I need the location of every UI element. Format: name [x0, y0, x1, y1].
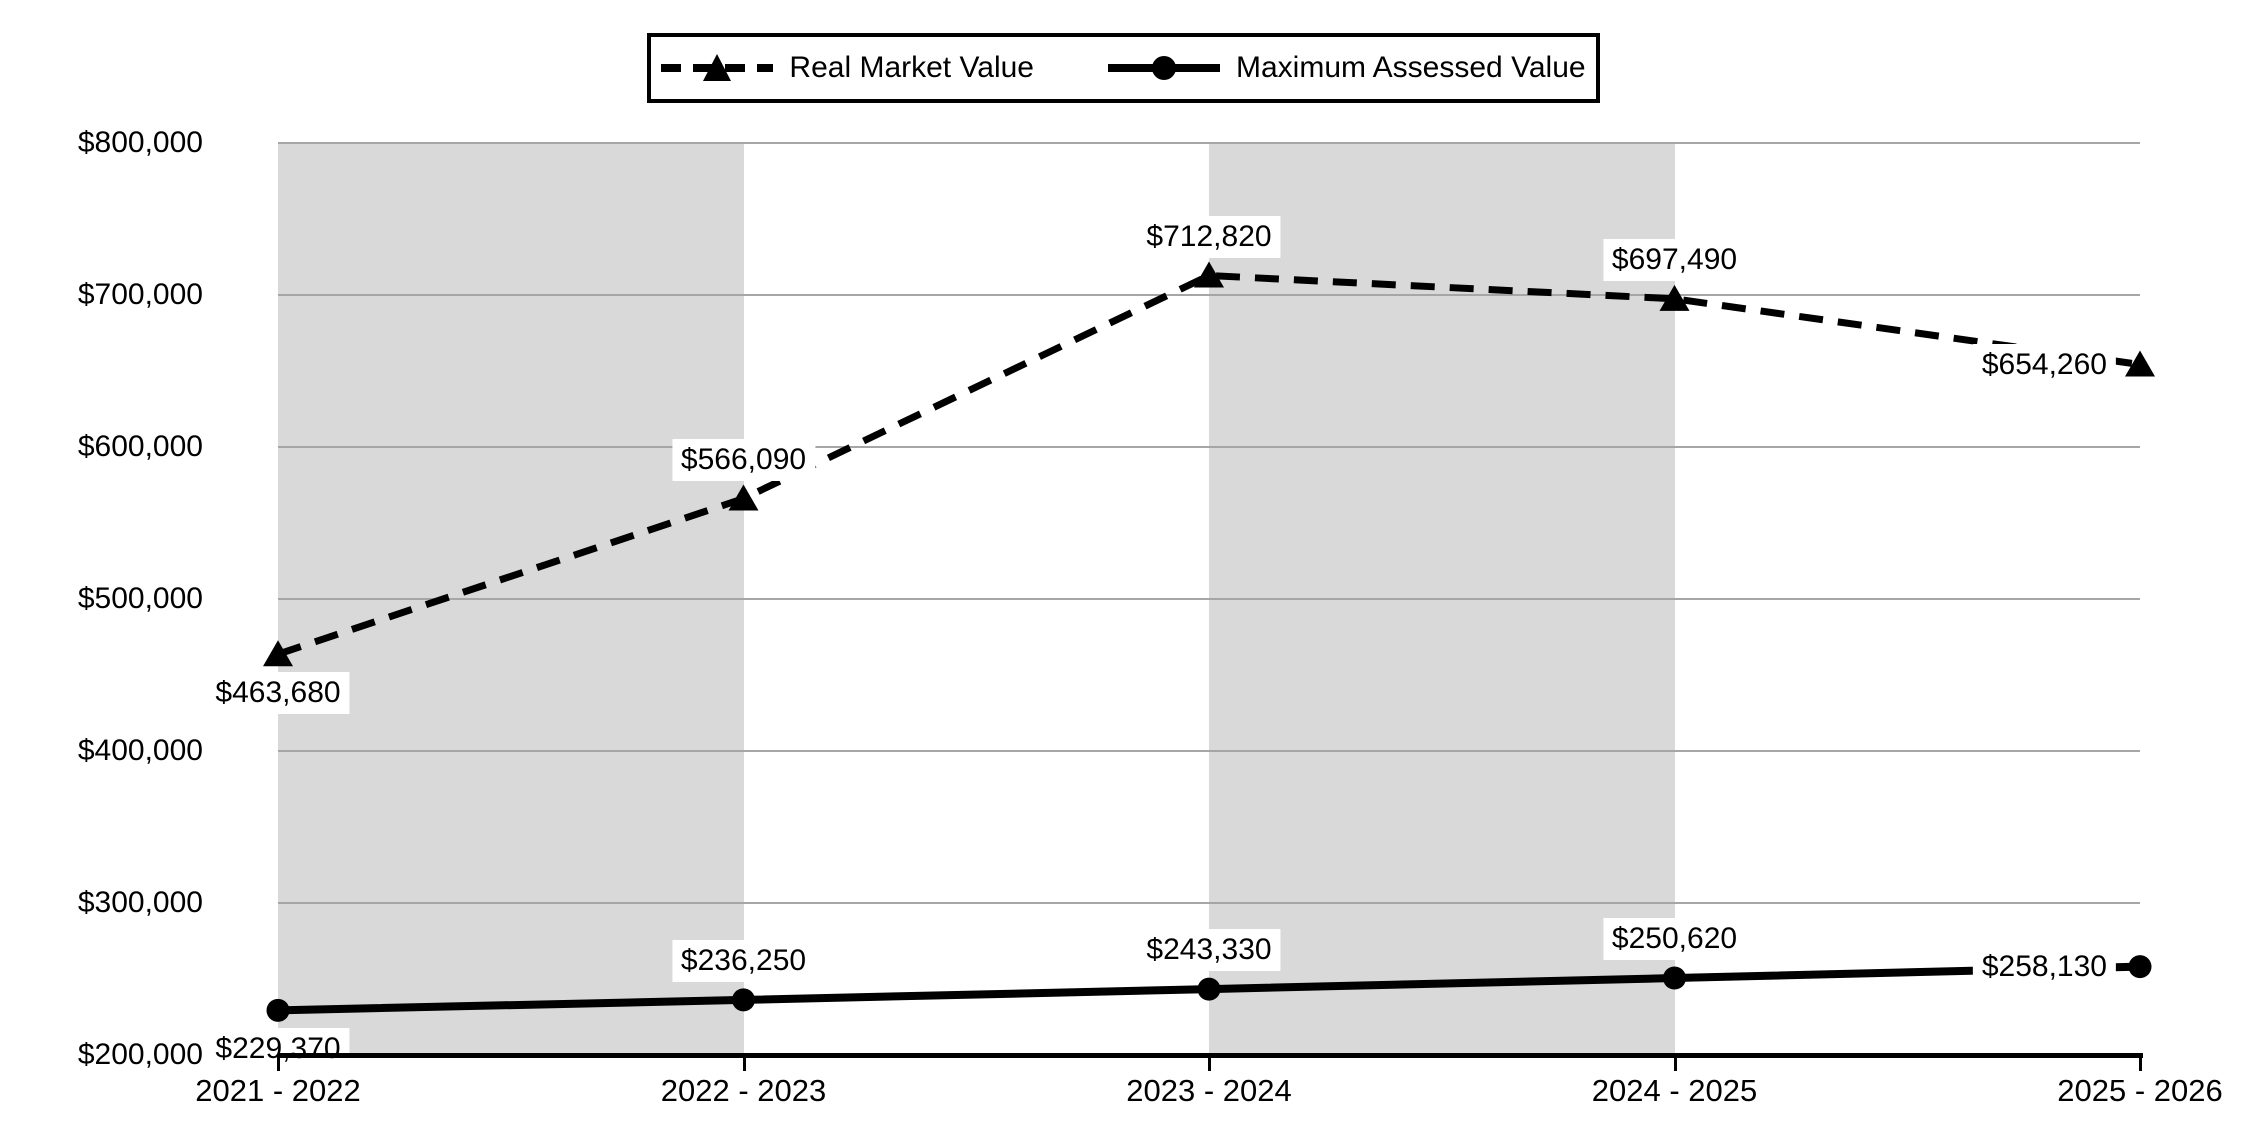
- y-axis-tick-label: $200,000: [77, 1038, 203, 1071]
- circle-legend-marker-icon: [1107, 56, 1220, 80]
- data-label: $712,820: [1137, 215, 1281, 258]
- x-axis-tick-label: 2023 - 2024: [1126, 1073, 1292, 1108]
- y-axis-tick-label: $300,000: [77, 886, 203, 919]
- x-axis-tick-label: 2021 - 2022: [195, 1073, 361, 1108]
- data-label: $250,620: [1602, 918, 1747, 961]
- x-axis-tick: [277, 1055, 280, 1071]
- gridline: [278, 598, 2140, 600]
- legend-item-real-market-value: Real Market Value: [661, 51, 1034, 85]
- triangle-marker-icon: [2125, 350, 2155, 377]
- legend: Real Market Value Maximum Assessed Value: [647, 33, 1600, 103]
- data-label: $236,250: [671, 939, 816, 982]
- legend-label: Maximum Assessed Value: [1235, 51, 1586, 84]
- x-axis-tick-label: 2024 - 2025: [1591, 1073, 1758, 1108]
- triangle-marker-icon: [1659, 284, 1690, 311]
- x-axis-tick-label: 2022 - 2023: [660, 1073, 827, 1108]
- circle-marker-icon: [1197, 977, 1221, 1001]
- circle-marker-icon: [266, 998, 290, 1022]
- legend-label: Real Market Value: [789, 51, 1034, 84]
- y-axis-tick-label: $400,000: [77, 734, 203, 767]
- gridline: [278, 294, 2140, 296]
- triangle-legend-marker-icon: [661, 54, 774, 81]
- gridline: [278, 750, 2140, 752]
- x-axis-tick: [742, 1055, 746, 1071]
- triangle-marker-icon: [728, 484, 759, 511]
- circle-marker-icon: [1663, 966, 1686, 990]
- x-axis-tick: [2139, 1055, 2142, 1071]
- data-label: $258,130: [1972, 945, 2116, 988]
- gridline: [278, 142, 2140, 144]
- x-axis-tick-label: 2025 - 2026: [2057, 1073, 2223, 1108]
- triangle-marker-icon: [1194, 261, 1224, 288]
- data-label: $463,680: [206, 672, 350, 715]
- circle-marker-icon: [732, 988, 755, 1012]
- data-label: $243,330: [1137, 929, 1281, 972]
- x-axis-tick: [1208, 1055, 1211, 1071]
- y-axis-tick-label: $700,000: [77, 278, 203, 311]
- data-label: $654,260: [1972, 343, 2116, 386]
- triangle-marker-icon: [263, 640, 293, 667]
- x-axis-tick: [1673, 1055, 1677, 1071]
- gridline: [278, 446, 2140, 448]
- y-axis-tick-label: $600,000: [77, 430, 203, 463]
- y-axis-tick-label: $800,000: [77, 126, 203, 159]
- y-axis-tick-label: $500,000: [77, 582, 203, 615]
- series-line-dashed: [276, 271, 2141, 658]
- legend-item-maximum-assessed-value: Maximum Assessed Value: [1107, 51, 1586, 85]
- circle-marker-icon: [2128, 955, 2152, 979]
- data-label: $566,090: [671, 438, 816, 481]
- gridline: [278, 902, 2140, 904]
- data-label: $697,490: [1602, 238, 1747, 281]
